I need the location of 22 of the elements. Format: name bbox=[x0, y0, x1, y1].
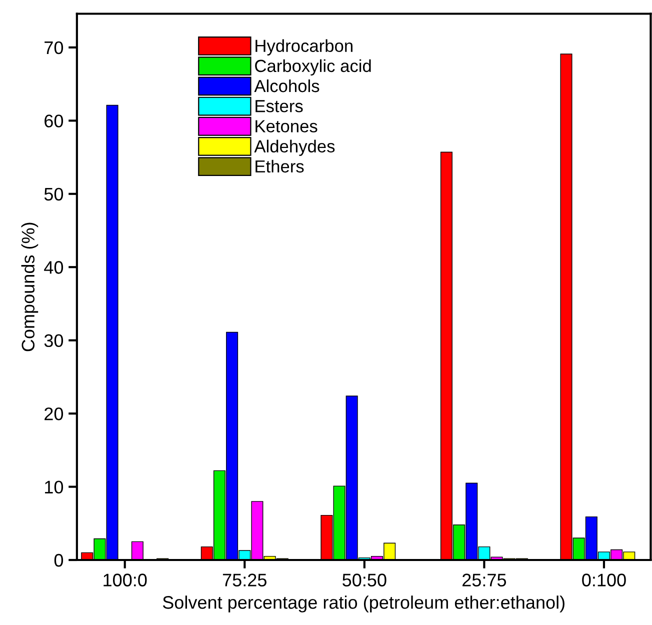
x-tick-label: 25:75 bbox=[462, 574, 506, 586]
x-tick-label: 75:25 bbox=[222, 574, 266, 586]
legend-label: Esters bbox=[256, 100, 303, 112]
y-tick-label: 30 bbox=[44, 334, 64, 348]
y-tick-label: 10 bbox=[45, 480, 64, 494]
legend-label: Carboxylic acid bbox=[255, 59, 371, 76]
y-tick-label: 40 bbox=[44, 261, 64, 274]
x-tick-label: 50:50 bbox=[342, 574, 386, 586]
x-tick-label: 100:0 bbox=[104, 574, 147, 586]
y-tick-label: 60 bbox=[44, 114, 64, 128]
legend-label: Ethers bbox=[256, 160, 304, 173]
legend-label: Aldehydes bbox=[254, 140, 335, 156]
x-axis-title: Solvent percentage ratio (petroleum ether:ethanol) bbox=[162, 596, 564, 612]
y-axis-title: Compounds (%) bbox=[21, 222, 38, 352]
y-tick-label: 0 bbox=[54, 554, 64, 567]
y-tick-label: 50 bbox=[44, 188, 64, 201]
legend-label: Hydrocarbon bbox=[256, 39, 352, 56]
y-tick-label: 20 bbox=[44, 407, 64, 420]
legend-label: Ketones bbox=[256, 120, 318, 132]
legend-label: Alcohols bbox=[254, 79, 320, 92]
y-tick-label: 70 bbox=[44, 41, 64, 54]
x-tick-label: 0:100 bbox=[582, 574, 626, 586]
